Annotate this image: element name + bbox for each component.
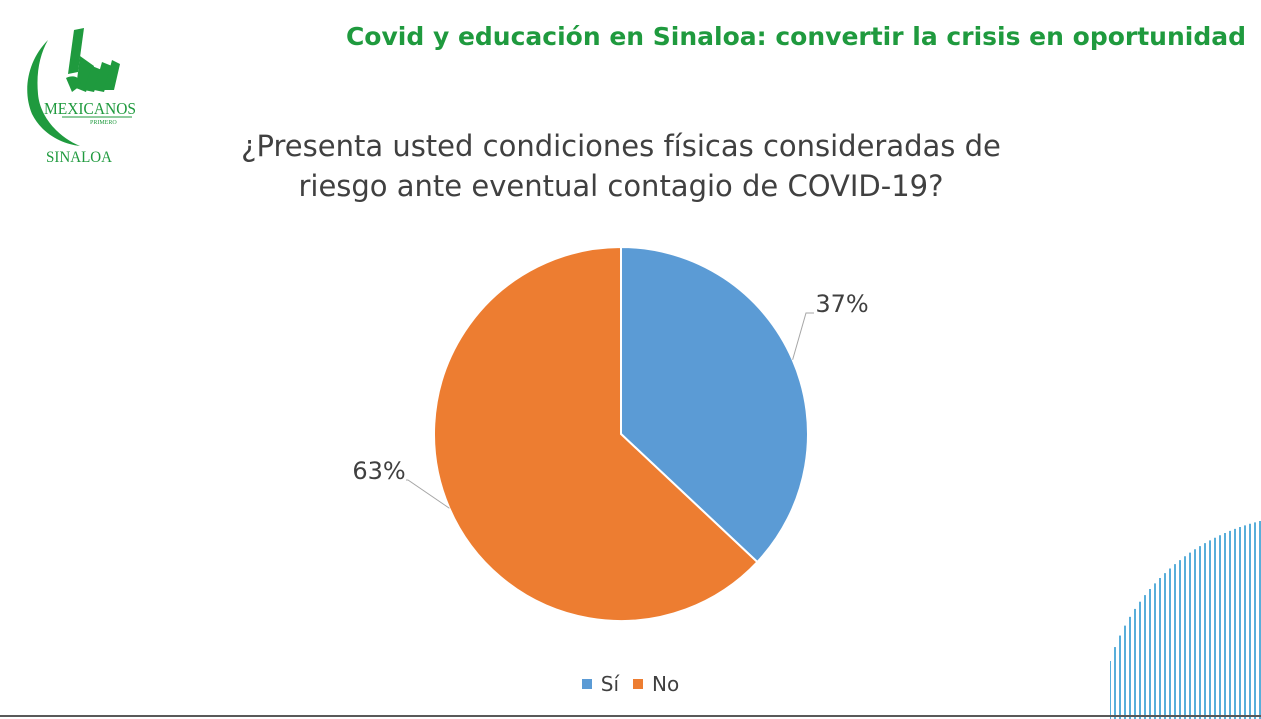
bottom-divider [0,715,1261,717]
logo-text-sinaloa: SINALOA [46,149,112,166]
logo-text-primero: PRIMERO [90,120,117,126]
logo-graphic: MEXICANOS PRIMERO SINALOA [27,28,136,166]
chart-title-line-1: ¿Presenta usted condiciones físicas cons… [241,129,1001,163]
chart-title-line-2: riesgo ante eventual contagio de COVID-1… [298,169,944,203]
legend-label-si: Sí [600,672,620,696]
leader-line-no [406,479,450,509]
chart-legend: Sí No [0,672,1261,696]
data-label-no: 63% [352,457,405,485]
decorative-stripes [1110,521,1261,719]
data-label-si: 37% [815,290,868,318]
legend-swatch-no [633,679,644,689]
legend-swatch-si [581,679,592,689]
legend-item-si: Sí [581,672,620,696]
pie-slice-si [620,245,809,564]
mexicanos-primero-logo: MEXICANOS PRIMERO SINALOA [22,26,162,171]
header-title: Covid y educación en Sinaloa: convertir … [345,22,1246,51]
legend-label-no: No [652,672,680,696]
logo-text-mexicanos: MEXICANOS [44,99,136,118]
pie-slice-no [433,245,759,622]
leader-line-si [792,312,814,360]
chart-title: ¿Presenta usted condiciones físicas cons… [220,126,1022,206]
legend-item-no: No [633,672,679,696]
